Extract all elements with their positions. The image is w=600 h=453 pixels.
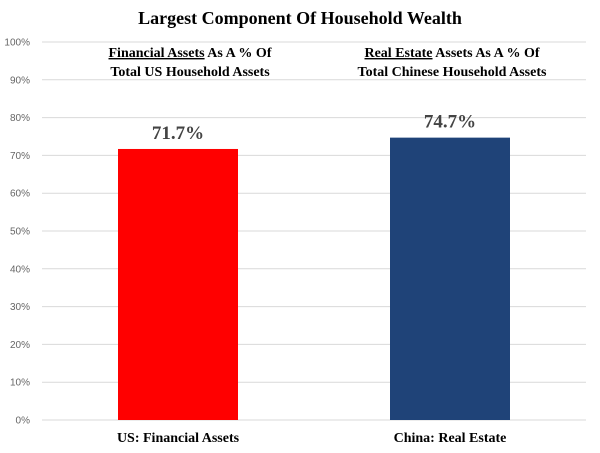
y-tick-label: 40%: [10, 264, 30, 275]
y-tick-label: 10%: [10, 378, 30, 389]
x-axis-categories: US: Financial Assets China: Real Estate: [117, 431, 506, 446]
data-label: 71.7%: [152, 123, 204, 144]
x-category-label: China: Real Estate: [394, 431, 507, 446]
annotation-china-underlined: Real Estate: [364, 46, 432, 61]
bar: [390, 137, 510, 420]
annotation-us-underlined: Financial Assets: [109, 46, 206, 61]
y-tick-label: 90%: [10, 75, 30, 86]
bars: [118, 137, 510, 420]
y-tick-label: 20%: [10, 340, 30, 351]
svg-text:Financial Assets As A % Of: Financial Assets As A % Of: [109, 46, 272, 61]
y-axis-ticks: 0% 10% 20% 30% 40% 50% 60% 70% 80% 90% 100%: [4, 38, 30, 427]
y-tick-label: 100%: [4, 38, 30, 49]
y-tick-label: 80%: [10, 113, 30, 124]
annotation-us: Financial Assets As A % Of Total US Hous…: [109, 46, 272, 80]
data-label: 74.7%: [424, 112, 476, 133]
annotation-china-line2: Total Chinese Household Assets: [358, 65, 547, 80]
y-tick-label: 0%: [16, 416, 31, 427]
annotation-us-line2: Total US Household Assets: [110, 65, 270, 80]
chart-title: Largest Component Of Household Wealth: [138, 8, 462, 28]
data-labels: 71.7% 74.7%: [152, 112, 476, 144]
x-category-label: US: Financial Assets: [117, 431, 240, 446]
y-tick-label: 60%: [10, 189, 30, 200]
annotation-china: Real Estate Assets As A % Of Total Chine…: [358, 46, 547, 80]
y-tick-label: 50%: [10, 227, 30, 238]
y-tick-label: 30%: [10, 302, 30, 313]
svg-text:Real Estate Assets As A % Of: Real Estate Assets As A % Of: [364, 46, 539, 61]
y-tick-label: 70%: [10, 151, 30, 162]
annotation-us-rest: As A % Of: [205, 46, 272, 61]
bar: [118, 148, 238, 420]
annotation-china-rest: Assets As A % Of: [433, 46, 540, 61]
